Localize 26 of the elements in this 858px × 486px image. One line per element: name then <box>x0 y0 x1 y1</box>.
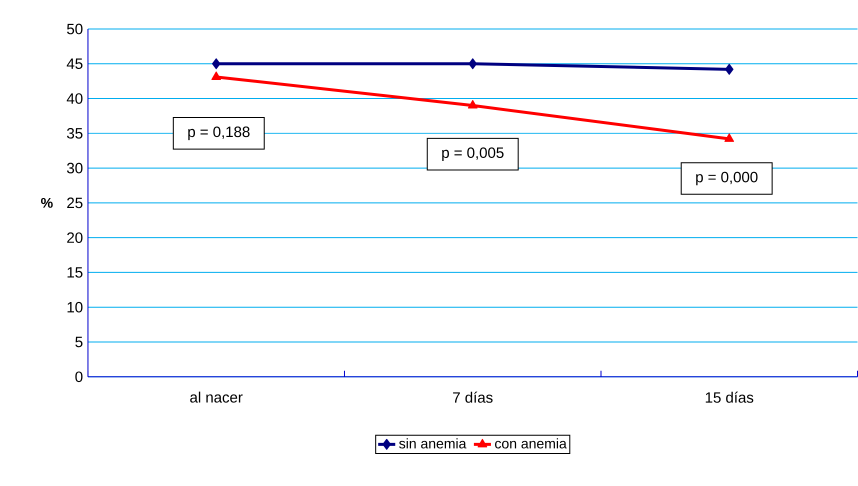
y-tick-label: 25 <box>67 198 82 208</box>
y-tick-label: 15 <box>68 267 82 278</box>
y-tick-label: 50 <box>67 24 82 34</box>
point <box>724 64 734 75</box>
annotation: p = 0,188 <box>188 126 250 140</box>
y-tick-label: 40 <box>66 93 82 104</box>
x-tick-label: al nacer <box>190 392 243 403</box>
point <box>724 134 734 142</box>
y-tick-label: 35 <box>66 128 82 139</box>
point <box>468 100 478 109</box>
legend-label: con anemia <box>495 438 567 449</box>
annotation: p = 0,005 <box>442 148 504 162</box>
x-tick-label: 7 días <box>453 392 493 403</box>
y-tick-label: 20 <box>67 232 82 244</box>
y-tick-label: 0 <box>75 372 82 382</box>
legend-label: sin anemia <box>399 438 466 449</box>
annotation: p = 0,000 <box>696 172 758 186</box>
x-tick-label: 15 días <box>706 392 754 403</box>
y-tick-label: 45 <box>66 58 82 70</box>
point <box>468 58 477 70</box>
y-axis-title: % <box>41 198 53 208</box>
y-tick-label: 30 <box>66 162 82 174</box>
point <box>212 58 220 70</box>
point <box>211 72 222 80</box>
y-tick-label: 10 <box>68 302 82 313</box>
y-tick-label: 5 <box>75 336 82 348</box>
